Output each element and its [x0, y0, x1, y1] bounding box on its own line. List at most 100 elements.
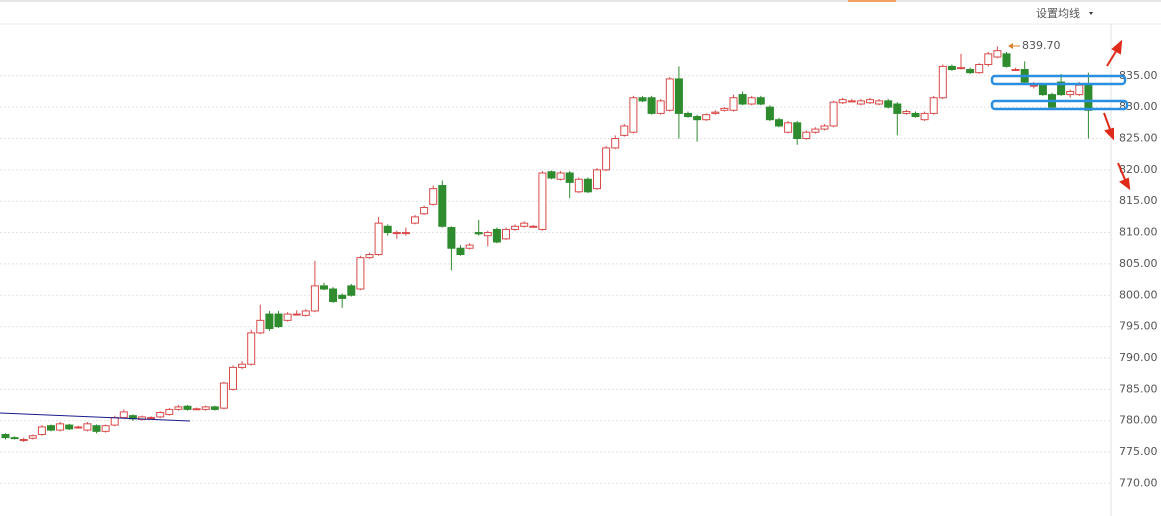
- candle-body: [674, 78, 683, 114]
- candle-body: [292, 313, 301, 316]
- candle-body: [1066, 90, 1075, 96]
- candle-body: [110, 417, 119, 426]
- candle-body: [875, 100, 884, 105]
- candle-body: [847, 100, 856, 103]
- candle-body: [947, 65, 956, 71]
- candle-body: [65, 424, 74, 430]
- candle-body: [893, 103, 902, 114]
- candle-body: [975, 64, 984, 74]
- top-bar: [0, 0, 1161, 2]
- candle-body: [611, 138, 620, 149]
- candle-body: [738, 94, 747, 105]
- candle-body: [265, 313, 274, 330]
- candle-body: [593, 169, 601, 190]
- candle-body: [347, 285, 356, 296]
- candle-body: [37, 426, 46, 435]
- ma-line: [0, 412, 191, 422]
- candle-body: [1084, 84, 1093, 111]
- y-tick-label: 830.00: [1119, 100, 1158, 113]
- candle-body: [829, 101, 838, 127]
- candle-body: [702, 114, 711, 121]
- candle-body: [720, 107, 729, 111]
- candle-body: [920, 112, 929, 121]
- candle-body: [283, 313, 292, 321]
- y-tick-label: 790.00: [1119, 351, 1158, 364]
- candle-body: [838, 99, 847, 104]
- candle-body: [565, 172, 574, 183]
- top-tab: [848, 0, 896, 2]
- candle-body: [802, 131, 811, 140]
- candle-body: [647, 97, 656, 114]
- candle-body: [629, 97, 638, 133]
- candle-body: [301, 310, 310, 316]
- candle-body: [984, 53, 993, 66]
- candle-body: [56, 423, 65, 431]
- candle-body: [374, 222, 383, 256]
- candle-body: [957, 67, 965, 70]
- candle-body: [119, 411, 128, 419]
- max-arrow-head: [1008, 43, 1013, 49]
- candle-body: [47, 425, 55, 431]
- candle-body: [929, 97, 938, 114]
- y-tick-label: 795.00: [1119, 320, 1158, 333]
- candle-body: [429, 188, 438, 205]
- candle-body: [1029, 84, 1038, 87]
- candle-body: [911, 112, 920, 118]
- candle-body: [411, 216, 419, 224]
- candle-body: [401, 232, 410, 235]
- candle-body: [192, 408, 201, 411]
- max-label: 839.70: [1022, 39, 1061, 52]
- candle-body: [383, 225, 392, 234]
- candle-body: [684, 112, 692, 118]
- candle-body: [219, 382, 228, 409]
- y-tick-label: 785.00: [1119, 382, 1158, 395]
- candle-body: [1002, 53, 1011, 67]
- candle-body: [310, 285, 319, 312]
- candle-body: [320, 285, 328, 290]
- candle-body: [538, 172, 547, 230]
- candle-body: [729, 97, 738, 111]
- candle-body: [966, 69, 975, 74]
- candle-body: [356, 257, 365, 290]
- candle-body: [28, 435, 37, 439]
- candle-body: [83, 423, 92, 431]
- candle-body: [10, 437, 19, 440]
- y-tick-label: 815.00: [1119, 194, 1158, 207]
- candle-body: [147, 417, 156, 420]
- candle-body: [665, 78, 674, 111]
- candle-body: [183, 405, 192, 410]
- ma-menu[interactable]: 设置均线: [1036, 6, 1080, 20]
- candle-body: [247, 332, 256, 365]
- candle-body: [1057, 81, 1066, 96]
- candle-body: [174, 406, 183, 410]
- candle-body: [775, 119, 783, 127]
- candle-body: [747, 97, 756, 105]
- candle-body: [938, 65, 947, 99]
- candle-body: [1075, 84, 1084, 96]
- candle-body: [529, 225, 538, 228]
- candle-body: [329, 288, 338, 303]
- candle-body: [1038, 84, 1047, 96]
- candle-body: [793, 122, 802, 140]
- candle-body: [547, 171, 556, 179]
- candle-body: [820, 125, 829, 130]
- candle-body: [256, 319, 265, 334]
- candle-body: [165, 408, 174, 415]
- candle-body: [229, 366, 237, 390]
- candle-body: [92, 425, 101, 432]
- candle-body: [338, 294, 347, 299]
- y-tick-label: 810.00: [1119, 226, 1158, 239]
- candle-body: [210, 406, 219, 410]
- y-tick-label: 835.00: [1119, 69, 1158, 82]
- candle-body: [474, 232, 483, 235]
- candle-body: [1, 433, 10, 439]
- candle-body: [19, 438, 28, 441]
- candle-body: [765, 106, 774, 121]
- y-tick-label: 770.00: [1119, 476, 1158, 489]
- candle-body: [156, 412, 165, 418]
- y-tick-label: 775.00: [1119, 445, 1158, 458]
- candle-body: [447, 227, 456, 249]
- candle-body: [1011, 69, 1020, 72]
- candle-body: [274, 313, 283, 328]
